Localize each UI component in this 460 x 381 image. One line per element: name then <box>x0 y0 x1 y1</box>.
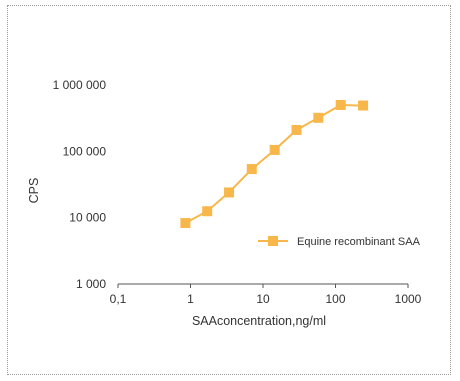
data-point <box>335 99 346 110</box>
data-point <box>269 144 280 155</box>
data-point <box>246 164 257 175</box>
x-tick-label: 1000 <box>395 292 422 306</box>
y-tick-label: 1 000 <box>76 277 106 291</box>
data-point <box>313 112 324 123</box>
x-axis-ticks: 0,1 1 10 100 1000 <box>110 284 422 306</box>
data-point <box>202 206 213 217</box>
legend: Equine recombinant SAA <box>258 236 421 248</box>
data-point <box>358 100 369 111</box>
y-tick-label: 1 000 000 <box>53 78 107 92</box>
y-tick-label: 100 000 <box>63 144 107 158</box>
y-axis-label: CPS <box>27 178 41 204</box>
y-tick-label: 10 000 <box>69 211 106 225</box>
x-axis-label: SAAconcentration,ng/ml <box>192 314 326 328</box>
x-tick-label: 1 <box>187 292 194 306</box>
x-tick-label: 0,1 <box>110 292 127 306</box>
data-point <box>224 187 235 198</box>
x-tick-label: 10 <box>256 292 270 306</box>
y-axis-ticks: 1 000 10 000 100 000 1 000 000 <box>53 78 107 291</box>
series-line <box>184 103 364 224</box>
x-tick-label: 100 <box>325 292 345 306</box>
data-point <box>180 218 191 229</box>
legend-label: Equine recombinant SAA <box>297 236 421 248</box>
series-group <box>180 99 369 229</box>
legend-marker <box>268 236 278 246</box>
data-point <box>291 124 302 135</box>
chart-frame <box>7 5 451 375</box>
